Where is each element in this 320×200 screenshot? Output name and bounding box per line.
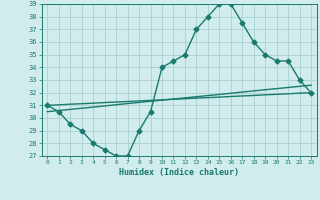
X-axis label: Humidex (Indice chaleur): Humidex (Indice chaleur)	[119, 168, 239, 177]
